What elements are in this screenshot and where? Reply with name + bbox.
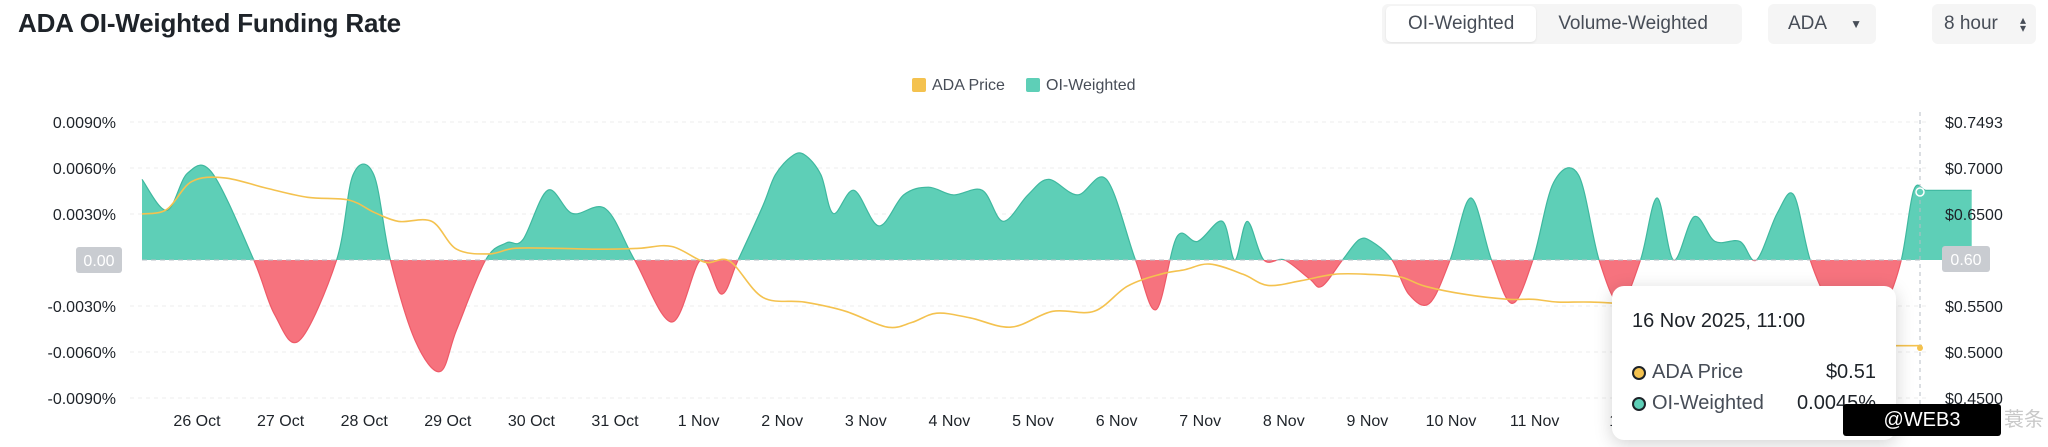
y-left-tick-label: 0.0030% bbox=[53, 207, 116, 224]
price-dot-icon bbox=[1632, 365, 1646, 380]
x-tick-label: 3 Nov bbox=[845, 413, 887, 430]
x-tick-label: 31 Oct bbox=[591, 413, 639, 430]
tooltip-date: 16 Nov 2025, 11:00 bbox=[1632, 310, 1806, 332]
x-tick-label: 2 Nov bbox=[761, 413, 803, 430]
x-tick-label: 11 Nov bbox=[1510, 413, 1560, 430]
x-tick-label: 6 Nov bbox=[1096, 413, 1138, 430]
x-tick-label: 30 Oct bbox=[508, 413, 556, 430]
y-left-tick-label: -0.0090% bbox=[48, 391, 117, 408]
crosshair: 0.60 bbox=[1915, 112, 1990, 404]
legend-swatch-oi bbox=[1026, 78, 1040, 92]
funding-outline-negative bbox=[253, 260, 1902, 373]
oi-dot-icon bbox=[1632, 396, 1646, 411]
x-tick-label: 8 Nov bbox=[1263, 413, 1305, 430]
crosshair-point-price bbox=[1917, 345, 1923, 351]
x-tick-label: 27 Oct bbox=[257, 413, 305, 430]
tooltip-label-price: ADA Price bbox=[1652, 361, 1744, 383]
up-down-arrows-icon: ▴ ▾ bbox=[2019, 13, 2026, 35]
tooltip-value-price: $0.51 bbox=[1825, 361, 1876, 383]
x-tick-label: 1 Nov bbox=[678, 413, 720, 430]
y-left-tick-label: -0.0060% bbox=[48, 345, 117, 362]
funding-outline-positive bbox=[141, 152, 1972, 260]
chevron-down-icon: ▼ bbox=[1850, 17, 1862, 31]
coin-select[interactable]: ADA ▼ bbox=[1768, 4, 1876, 44]
legend-label-price: ADA Price bbox=[932, 77, 1005, 94]
x-tick-label: 5 Nov bbox=[1012, 413, 1054, 430]
interval-select[interactable]: 8 hour ▴ ▾ bbox=[1932, 4, 2036, 44]
crosshair-point-oi bbox=[1915, 187, 1925, 197]
y-right-tick-label: $0.7000 bbox=[1945, 161, 2003, 178]
x-tick-label: 29 Oct bbox=[424, 413, 472, 430]
y-left-tick-label: 0.0090% bbox=[53, 115, 116, 132]
x-tick-label: 4 Nov bbox=[929, 413, 971, 430]
zero-badge-label: 0.00 bbox=[83, 253, 114, 270]
x-tick-label: 9 Nov bbox=[1347, 413, 1389, 430]
x-tick-label: 26 Oct bbox=[173, 413, 221, 430]
crosshair-badge bbox=[1942, 246, 1990, 272]
y-right-tick-label: $0.5500 bbox=[1945, 299, 2003, 316]
legend-label-oi: OI-Weighted bbox=[1046, 77, 1136, 94]
x-tick-label: 7 Nov bbox=[1179, 413, 1221, 430]
price-line bbox=[141, 176, 1923, 347]
negative-funding-area bbox=[142, 260, 1972, 372]
funding-areas bbox=[141, 152, 1972, 373]
zero-badge bbox=[76, 247, 122, 273]
watermark-tail: 蓑条 bbox=[2004, 409, 2044, 431]
tooltip-row-price: ADA Price $0.51 bbox=[1632, 357, 1876, 388]
y-left-tick-label: -0.0030% bbox=[48, 299, 117, 316]
chart-legend: ADA Price OI-Weighted bbox=[912, 77, 1136, 94]
x-tick-label: 28 Oct bbox=[341, 413, 389, 430]
tooltip-label-oi: OI-Weighted bbox=[1652, 392, 1764, 414]
positive-funding-area bbox=[142, 152, 1972, 260]
y-right-tick-label: $0.5000 bbox=[1945, 345, 2003, 362]
x-tick-label: 10 Nov bbox=[1426, 413, 1477, 430]
y-left-tick-label: 0.0060% bbox=[53, 161, 116, 178]
y-right-tick-label: $0.6500 bbox=[1945, 207, 2003, 224]
interval-select-value: 8 hour bbox=[1944, 13, 1998, 34]
tab-volume-weighted[interactable]: Volume-Weighted bbox=[1558, 13, 1708, 34]
y-right-tick-label: $0.4500 bbox=[1945, 391, 2003, 408]
weighting-toggle: OI-Weighted Volume-Weighted bbox=[1382, 4, 1742, 44]
crosshair-badge-label: 0.60 bbox=[1950, 252, 1981, 269]
price-line-group bbox=[141, 176, 1923, 347]
tooltip-row-oi: OI-Weighted 0.0045% bbox=[1632, 388, 1876, 419]
watermark: @WEB3 bbox=[1843, 404, 2001, 436]
page-title: ADA OI-Weighted Funding Rate bbox=[18, 8, 401, 38]
legend-swatch-price bbox=[912, 78, 926, 92]
tab-oi-weighted[interactable]: OI-Weighted bbox=[1386, 6, 1537, 42]
coin-select-value: ADA bbox=[1788, 13, 1828, 34]
y-right-tick-label: $0.7493 bbox=[1945, 115, 2003, 132]
